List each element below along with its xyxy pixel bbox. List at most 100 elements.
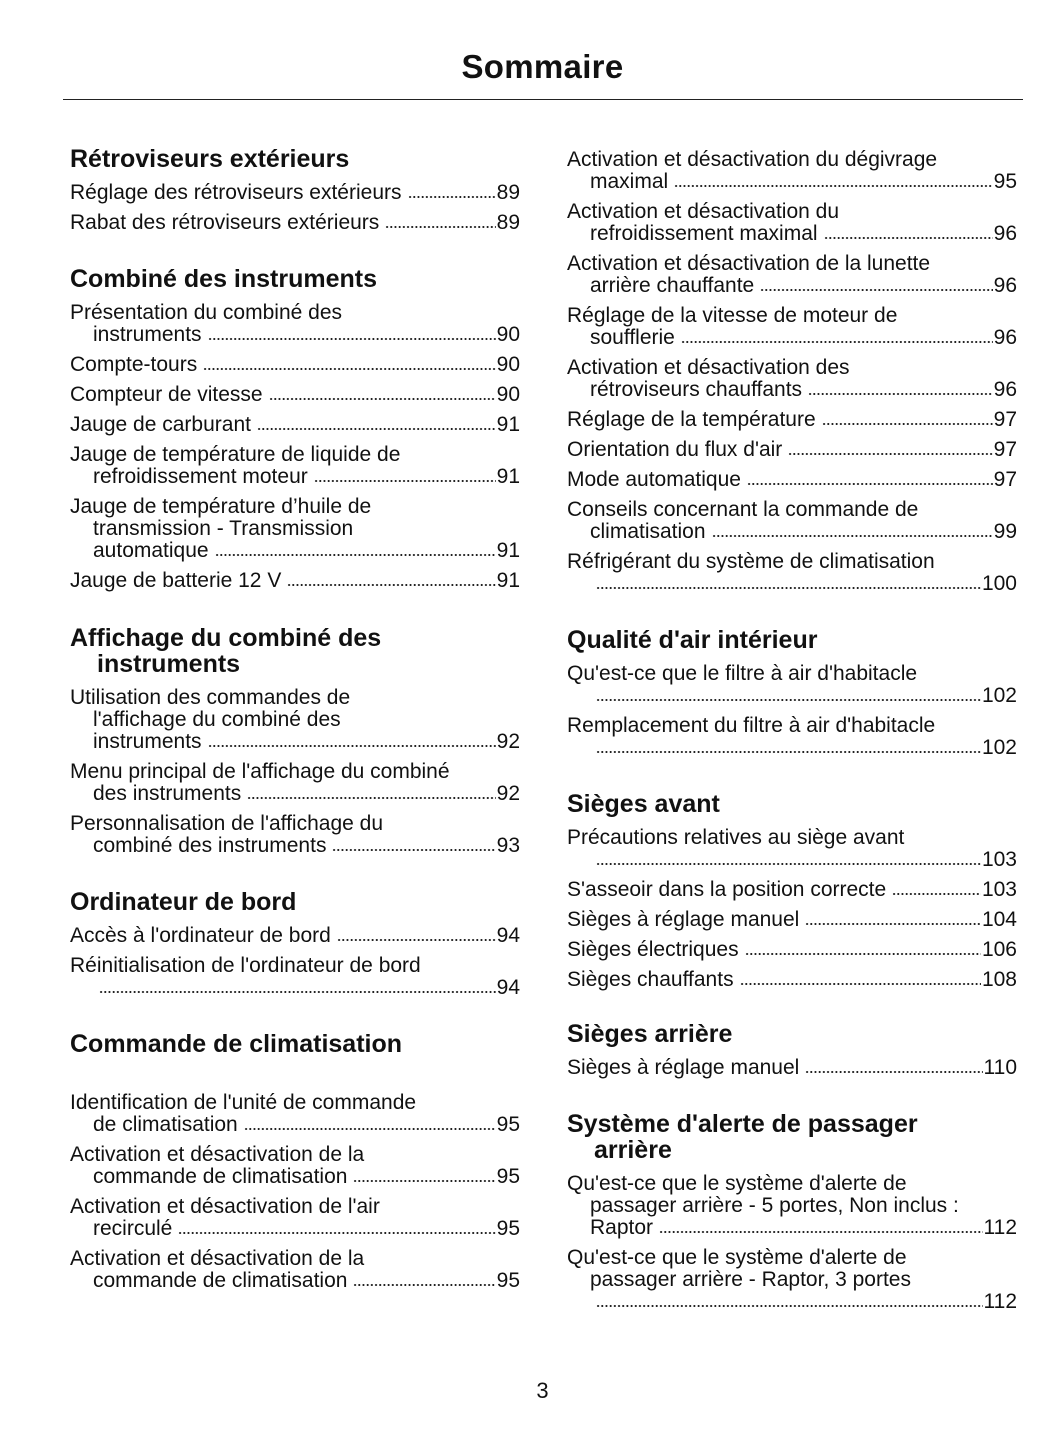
toc-entry[interactable]: Conseils concernant la commande de climat… [567,499,1017,543]
toc-entry[interactable]: Activation et désactivation des rétrovise… [567,357,1017,401]
toc-entry[interactable]: Sièges à réglage manuel 104 [567,909,1017,931]
toc-entry[interactable]: Réfrigérant du système de climatisation 1… [567,551,1017,595]
toc-page-number: 96 [993,222,1017,245]
toc-page-number: 108 [981,968,1017,991]
toc-entry[interactable]: Activation et désactivation du dégivrage… [567,149,1017,193]
toc-entry[interactable]: Réinitialisation de l'ordinateur de bord… [70,955,520,999]
toc-entry-list: Identification de l'unité de commande de … [70,1092,520,1292]
section-heading: Sièges avant [567,791,1017,817]
toc-entry-text: combiné des instruments [93,834,327,857]
section-heading: Affichage du combiné des instruments [70,625,520,677]
toc-entry[interactable]: Réglage de la vitesse de moteur de souffl… [567,305,1017,349]
toc-section: Rétroviseurs extérieurs Réglage des rétro… [70,146,520,242]
toc-page-number: 97 [993,468,1017,491]
toc-entry[interactable]: Sièges chauffants 108 [567,969,1017,991]
toc-entry[interactable]: Activation et désactivation de l'air reci… [70,1196,520,1240]
toc-entry[interactable]: Sièges électriques 106 [567,939,1017,961]
toc-entry-text: Réinitialisation de l'ordinateur de bord [70,954,421,977]
toc-entry[interactable]: Qu'est-ce que le système d'alerte de pass… [567,1247,1017,1313]
toc-page-number: 91 [496,569,520,592]
toc-page-number: 90 [496,383,520,406]
toc-page-number: 110 [983,1056,1017,1079]
toc-entry-list: Accès à l'ordinateur de bord 94 Réinitiali… [70,925,520,999]
toc-entry-text: Présentation du combiné des [70,301,343,324]
toc-entry[interactable]: Présentation du combiné des instruments 90 [70,302,520,346]
toc-entry[interactable]: Activation et désactivation du refroidiss… [567,201,1017,245]
toc-entry-list: Qu'est-ce que le système d'alerte de pass… [567,1173,1017,1313]
dot-leader [336,936,496,942]
toc-entry-text: instruments [93,730,202,753]
toc-section: Combiné des instruments Présentation du c… [70,266,520,600]
page-title: Sommaire [461,48,624,85]
section-heading-line: Combiné des instruments [70,265,377,293]
dot-leader [821,420,993,426]
toc-entry-text: Menu principal de l'affichage du combiné [70,760,450,783]
toc-entry-text: Sièges électriques [567,938,739,961]
toc-entry[interactable]: Activation et désactivation de la command… [70,1144,520,1188]
toc-entry-text: Précautions relatives au siège avant [567,826,905,849]
toc-entry-text: recirculé [93,1217,173,1240]
toc-page-number: 94 [496,924,520,947]
toc-entry-text: Personnalisation de l'affichage du [70,812,384,835]
toc-entry[interactable]: Menu principal de l'affichage du combiné… [70,761,520,805]
toc-entry[interactable]: Identification de l'unité de commande de … [70,1092,520,1136]
toc-entry-text: Sièges chauffants [567,968,734,991]
toc-entry[interactable]: Jauge de température de liquide de refroi… [70,444,520,488]
toc-page-number: 91 [496,465,520,488]
toc-entry-text: Jauge de batterie 12 V [70,569,282,592]
toc-entry[interactable]: Activation et désactivation de la lunett… [567,253,1017,297]
toc-entry[interactable]: Précautions relatives au siège avant 103 [567,827,1017,871]
toc-entry-text: maximal [590,170,669,193]
toc-page-number: 95 [496,1113,520,1136]
toc-entry-text: Réglage des rétroviseurs extérieurs [70,181,402,204]
toc-entry[interactable]: Sièges à réglage manuel 110 [567,1057,1017,1079]
toc-entry-list: Utilisation des commandes de l'affichage … [70,687,520,857]
toc-entry-text: refroidissement maximal [590,222,818,245]
toc-entry-list: Précautions relatives au siège avant 103 S… [567,827,1017,991]
toc-entry[interactable]: Orientation du flux d'air 97 [567,439,1017,461]
toc-entry-text: des instruments [93,782,242,805]
toc-entry[interactable]: Mode automatique 97 [567,469,1017,491]
toc-entry-text: Jauge de température d’huile de [70,495,372,518]
toc-entry-text: transmission - Transmission [93,517,354,540]
toc-entry[interactable]: Qu'est-ce que le système d'alerte de pass… [567,1173,1017,1239]
dot-leader [596,860,981,866]
dot-leader [313,477,496,483]
toc-entry[interactable]: Remplacement du filtre à air d'habitacle… [567,715,1017,759]
toc-entry[interactable]: S'asseoir dans la position correcte 103 [567,879,1017,901]
section-heading-line: Système d'alerte de passager [567,1110,918,1138]
toc-entry[interactable]: Rabat des rétroviseurs extérieurs 89 [70,212,520,234]
toc-entry-text: de climatisation [93,1113,238,1136]
dot-leader [207,742,496,748]
dot-leader [353,1281,496,1287]
toc-page-number: 112 [983,1290,1017,1313]
toc-entry[interactable]: Jauge de carburant 91 [70,414,520,436]
dot-leader [711,532,993,538]
toc-entry[interactable]: Utilisation des commandes de l'affichage … [70,687,520,753]
toc-entry-text: Accès à l'ordinateur de bord [70,924,331,947]
toc-section: Système d'alerte de passager arrière Qu'es… [567,1111,1017,1321]
toc-entry[interactable]: Compteur de vitesse 90 [70,384,520,406]
toc-entry[interactable]: Personnalisation de l'affichage du combin… [70,813,520,857]
toc-entry[interactable]: Accès à l'ordinateur de bord 94 [70,925,520,947]
toc-entry[interactable]: Jauge de température d’huile de transmiss… [70,496,520,562]
dot-leader [746,480,993,486]
toc-page-number: 112 [983,1216,1017,1239]
toc-entry[interactable]: Réglage des rétroviseurs extérieurs 89 [70,182,520,204]
toc-page-number: 96 [993,378,1017,401]
toc-page-number: 94 [496,976,520,999]
toc-section: Affichage du combiné des instruments Utili… [70,625,520,865]
dot-leader [596,1302,983,1308]
toc-entry[interactable]: Jauge de batterie 12 V 91 [70,570,520,592]
toc-entry-text: instruments [93,323,202,346]
dot-leader [256,425,496,431]
section-heading: Commande de climatisation [70,1031,520,1057]
toc-entry[interactable]: Qu'est-ce que le filtre à air d'habitacl… [567,663,1017,707]
toc-entry-text: Qu'est-ce que le système d'alerte de [567,1172,907,1195]
toc-entry-text: rétroviseurs chauffants [590,378,803,401]
dot-leader [805,1068,983,1074]
toc-entry[interactable]: Activation et désactivation de la command… [70,1248,520,1292]
toc-entry-list: Présentation du combiné des instruments 90… [70,302,520,592]
toc-entry[interactable]: Réglage de la température 97 [567,409,1017,431]
toc-entry[interactable]: Compte-tours 90 [70,354,520,376]
